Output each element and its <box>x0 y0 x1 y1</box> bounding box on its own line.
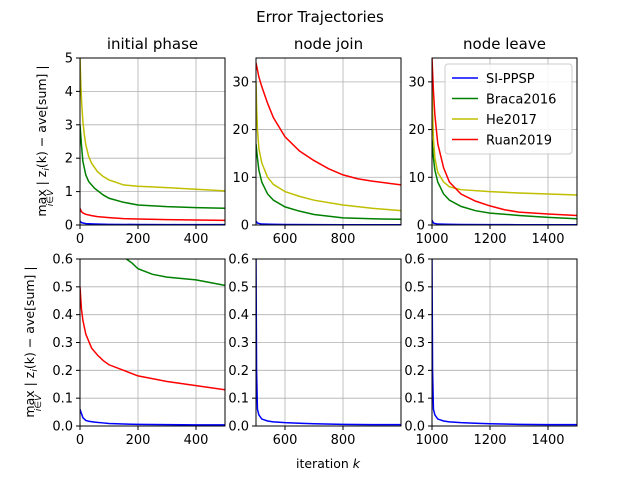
x-tick-label: 0 <box>76 433 84 448</box>
y-tick-label: 0.3 <box>228 336 249 351</box>
series-line-ruan2019 <box>256 62 401 186</box>
y-tick-label: 0.2 <box>52 364 73 379</box>
y-tick-label: 0.6 <box>228 253 249 268</box>
series-line-si-ppsp <box>432 219 577 225</box>
series-line-he2017 <box>256 81 401 212</box>
panel-1: 600 800 0 10 20 30 node join <box>232 35 402 247</box>
legend: SI-PPSP Braca2016 He2017 Ruan2019 <box>444 63 573 155</box>
y-tick-label: 30 <box>232 75 249 90</box>
subplot-title: node join <box>294 35 363 53</box>
x-tick-label: 1000 <box>415 232 448 247</box>
svg-text:max | zi(k) − ave[sum] |: max | zi(k) − ave[sum] | <box>34 65 52 216</box>
subplot-title: node leave <box>463 35 546 53</box>
plot-frame <box>255 57 402 226</box>
series-line-braca2016 <box>432 139 577 220</box>
y-tick-label: 3 <box>65 118 73 133</box>
panel-5: 1000 1200 1400 0.0 0.1 0.2 0.3 0.4 0.5 0.6 <box>404 253 578 448</box>
y-axis-label-top: max | zi(k) − ave[sum] | <box>34 65 52 216</box>
x-tick-label: 1200 <box>473 433 506 448</box>
series-line-braca2016 <box>125 259 225 287</box>
y-tick-label: 0 <box>417 219 425 234</box>
y-tick-label: 2 <box>65 152 73 167</box>
series-line-ruan2019 <box>80 286 225 391</box>
x-tick-label: 1400 <box>531 433 564 448</box>
y-tick-label: 0.0 <box>228 420 249 435</box>
y-tick-label: 0.2 <box>404 364 425 379</box>
series-line-si-ppsp <box>256 220 401 225</box>
x-tick-label: 600 <box>273 433 298 448</box>
series-line-braca2016 <box>80 124 225 210</box>
y-axis-label-bottom: max | zi(k) − ave[sum] | <box>22 266 40 417</box>
series-line-si-ppsp <box>432 259 577 426</box>
y-tick-label: 0.5 <box>228 280 249 295</box>
panel-4: 600 800 0.0 0.1 0.2 0.3 0.4 0.5 0.6 <box>228 253 402 448</box>
y-axis-sub-bottom: i∈V <box>34 394 44 411</box>
y-tick-label: 0 <box>65 219 73 234</box>
y-tick-label: 5 <box>65 52 73 67</box>
svg-text:max | zi(k) − ave[sum] |: max | zi(k) − ave[sum] | <box>22 266 40 417</box>
x-tick-label: 400 <box>184 232 209 247</box>
legend-label: Braca2016 <box>486 93 556 108</box>
y-axis-sub-top: i∈V <box>46 189 56 206</box>
y-tick-label: 0.6 <box>52 253 73 268</box>
series-line-braca2016 <box>256 143 401 221</box>
y-tick-label: 10 <box>232 171 249 186</box>
x-tick-label: 1400 <box>531 232 564 247</box>
y-tick-label: 0.4 <box>228 308 249 323</box>
y-tick-label: 4 <box>65 85 73 100</box>
plot-frame <box>431 57 578 226</box>
x-tick-label: 1000 <box>415 433 448 448</box>
x-tick-label: 1200 <box>473 232 506 247</box>
svg-text:i∈V: i∈V <box>46 189 56 206</box>
legend-box <box>444 63 573 155</box>
panel-0: 0 200 400 0 1 2 3 4 5 initial phase <box>65 35 226 247</box>
svg-text:i∈V: i∈V <box>34 394 44 411</box>
series-line-ruan2019 <box>80 208 225 222</box>
x-tick-label: 400 <box>184 433 209 448</box>
y-tick-label: 0.4 <box>404 308 425 323</box>
legend-label: He2017 <box>486 113 537 128</box>
x-tick-label: 200 <box>126 433 151 448</box>
y-tick-label: 0 <box>241 219 249 234</box>
y-tick-label: 0.2 <box>228 364 249 379</box>
x-tick-label: 0 <box>76 232 84 247</box>
y-tick-label: 0.4 <box>52 308 73 323</box>
y-tick-label: 10 <box>408 171 425 186</box>
series-line-si-ppsp <box>256 259 401 426</box>
y-tick-label: 0.0 <box>52 420 73 435</box>
y-tick-label: 0.5 <box>404 280 425 295</box>
y-tick-label: 0.3 <box>52 336 73 351</box>
y-tick-label: 0.5 <box>52 280 73 295</box>
y-tick-label: 0.3 <box>404 336 425 351</box>
x-tick-label: 800 <box>331 232 356 247</box>
legend-label: SI-PPSP <box>486 72 535 87</box>
panel-2: 1000 1200 1400 0 10 20 30 node leave SI-PPSP Brac… <box>408 35 578 247</box>
plot-frame <box>79 57 226 226</box>
x-axis-label: iteration k <box>296 456 361 471</box>
y-tick-label: 20 <box>232 123 249 138</box>
series-line-si-ppsp <box>80 409 225 426</box>
panel-3: 0 200 400 0.0 0.1 0.2 0.3 0.4 0.5 0.6 <box>52 253 226 448</box>
y-tick-label: 0.1 <box>52 392 73 407</box>
y-tick-label: 0.1 <box>404 392 425 407</box>
subplot-title: initial phase <box>107 35 198 53</box>
x-tick-label: 800 <box>331 433 356 448</box>
x-tick-label: 600 <box>273 232 298 247</box>
series-line-ruan2019 <box>432 58 577 217</box>
series-line-he2017 <box>80 58 225 192</box>
figure-title: Error Trajectories <box>256 8 384 26</box>
y-tick-label: 30 <box>408 75 425 90</box>
y-tick-label: 0.0 <box>404 420 425 435</box>
x-tick-label: 200 <box>126 232 151 247</box>
y-tick-label: 0.6 <box>404 253 425 268</box>
series-line-he2017 <box>432 81 577 196</box>
legend-label: Ruan2019 <box>486 134 552 149</box>
y-tick-label: 0.1 <box>228 392 249 407</box>
series-line-si-ppsp <box>80 220 225 225</box>
y-tick-label: 1 <box>65 185 73 200</box>
y-tick-label: 20 <box>408 123 425 138</box>
